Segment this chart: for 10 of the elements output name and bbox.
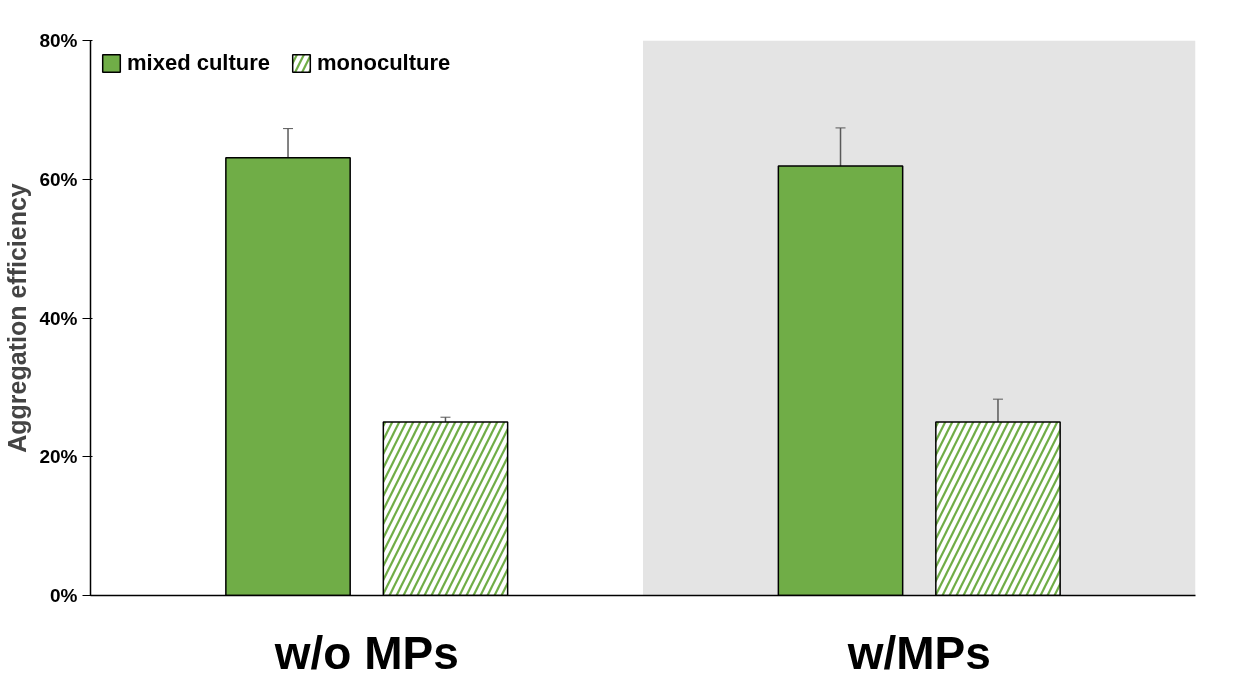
y-tick-label: 0% <box>50 585 78 606</box>
x-tick-label: w/MPs <box>846 626 991 679</box>
legend-label: mixed culture <box>127 50 271 76</box>
y-tick-label: 60% <box>39 168 78 190</box>
y-tick-label: 40% <box>39 307 78 329</box>
y-tick-label: 80% <box>39 30 78 51</box>
y-axis-title: Aggregation efficiency <box>3 183 32 453</box>
x-tick-label: w/o MPs <box>273 626 459 679</box>
legend-label: monoculture <box>317 50 451 76</box>
y-tick-label: 20% <box>39 446 78 468</box>
